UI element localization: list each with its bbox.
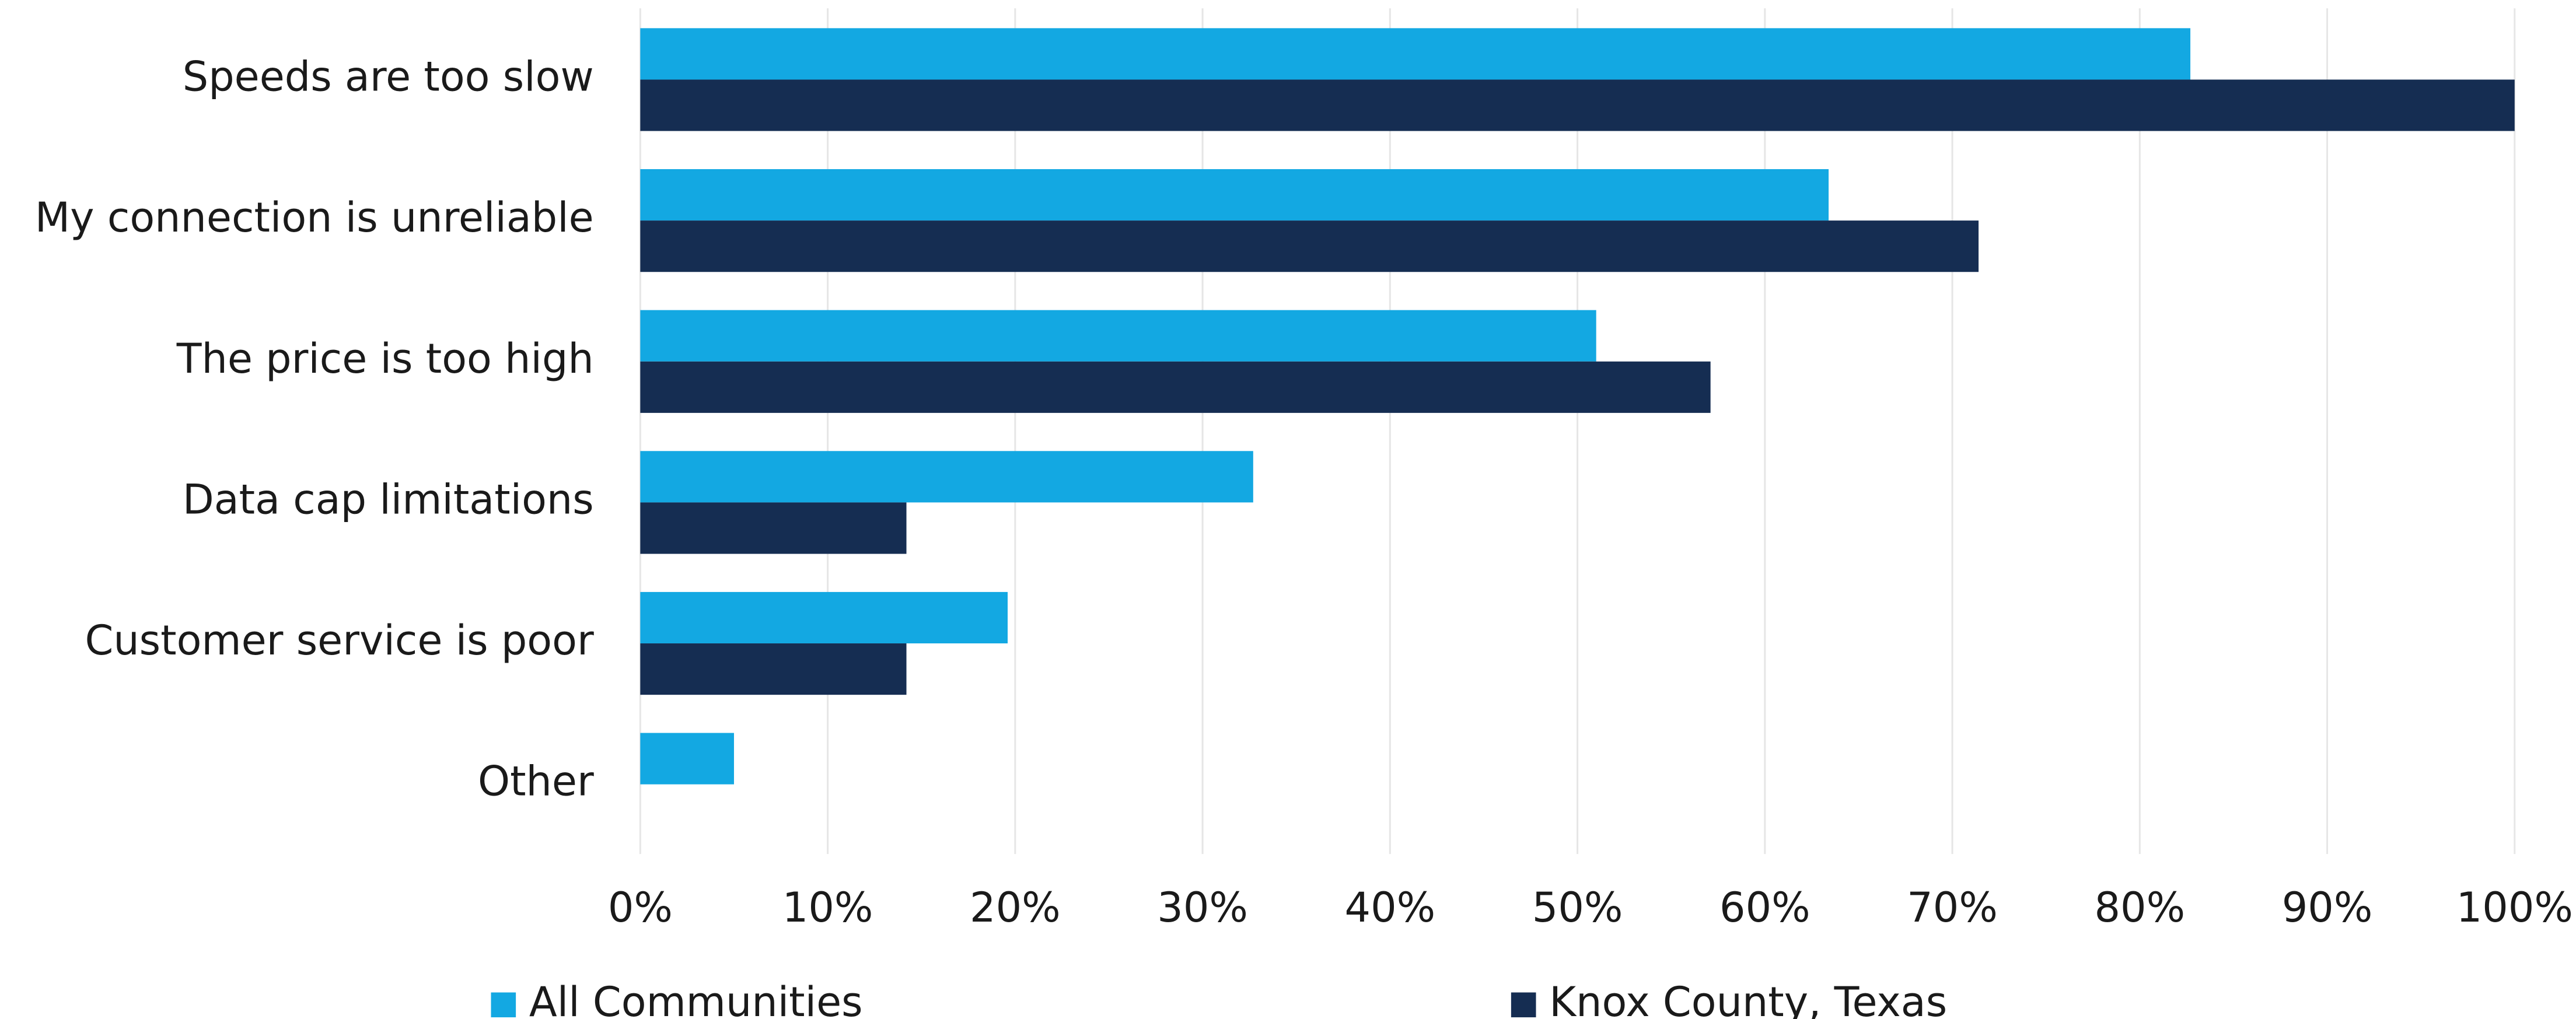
x-tick-label: 30% <box>1157 884 1248 932</box>
category-label: Other <box>478 758 594 806</box>
bar <box>640 310 1596 362</box>
category-label: Customer service is poor <box>85 617 594 664</box>
category-label: Speeds are too slow <box>183 52 594 100</box>
x-tick-label: 20% <box>970 884 1061 932</box>
x-tick-label: 10% <box>782 884 873 932</box>
bar <box>640 733 734 785</box>
x-tick-label: 90% <box>2282 884 2373 932</box>
bar <box>640 28 2191 80</box>
x-tick-label: 50% <box>1532 884 1623 932</box>
x-tick-label: 0% <box>608 884 673 932</box>
bar <box>640 220 1979 272</box>
bar <box>640 591 1008 644</box>
x-tick-label: 40% <box>1345 884 1436 932</box>
bar <box>640 502 907 554</box>
legend-swatch <box>1511 992 1536 1018</box>
category-label: The price is too high <box>176 335 594 383</box>
category-label: My connection is unreliable <box>35 194 594 241</box>
category-label: Data cap limitations <box>183 475 594 523</box>
bar <box>640 169 1829 221</box>
x-tick-label: 100% <box>2456 884 2573 932</box>
bar <box>640 79 2515 131</box>
x-tick-label: 80% <box>2095 884 2186 932</box>
x-tick-label: 60% <box>1719 884 1810 932</box>
x-tick-label: 70% <box>1907 884 1998 932</box>
legend-label: Knox County, Texas <box>1549 978 1947 1019</box>
bar <box>640 361 1711 413</box>
legend-swatch <box>491 992 516 1018</box>
bar <box>640 451 1253 503</box>
bar <box>640 643 907 695</box>
legend-label: All Communities <box>529 978 863 1019</box>
